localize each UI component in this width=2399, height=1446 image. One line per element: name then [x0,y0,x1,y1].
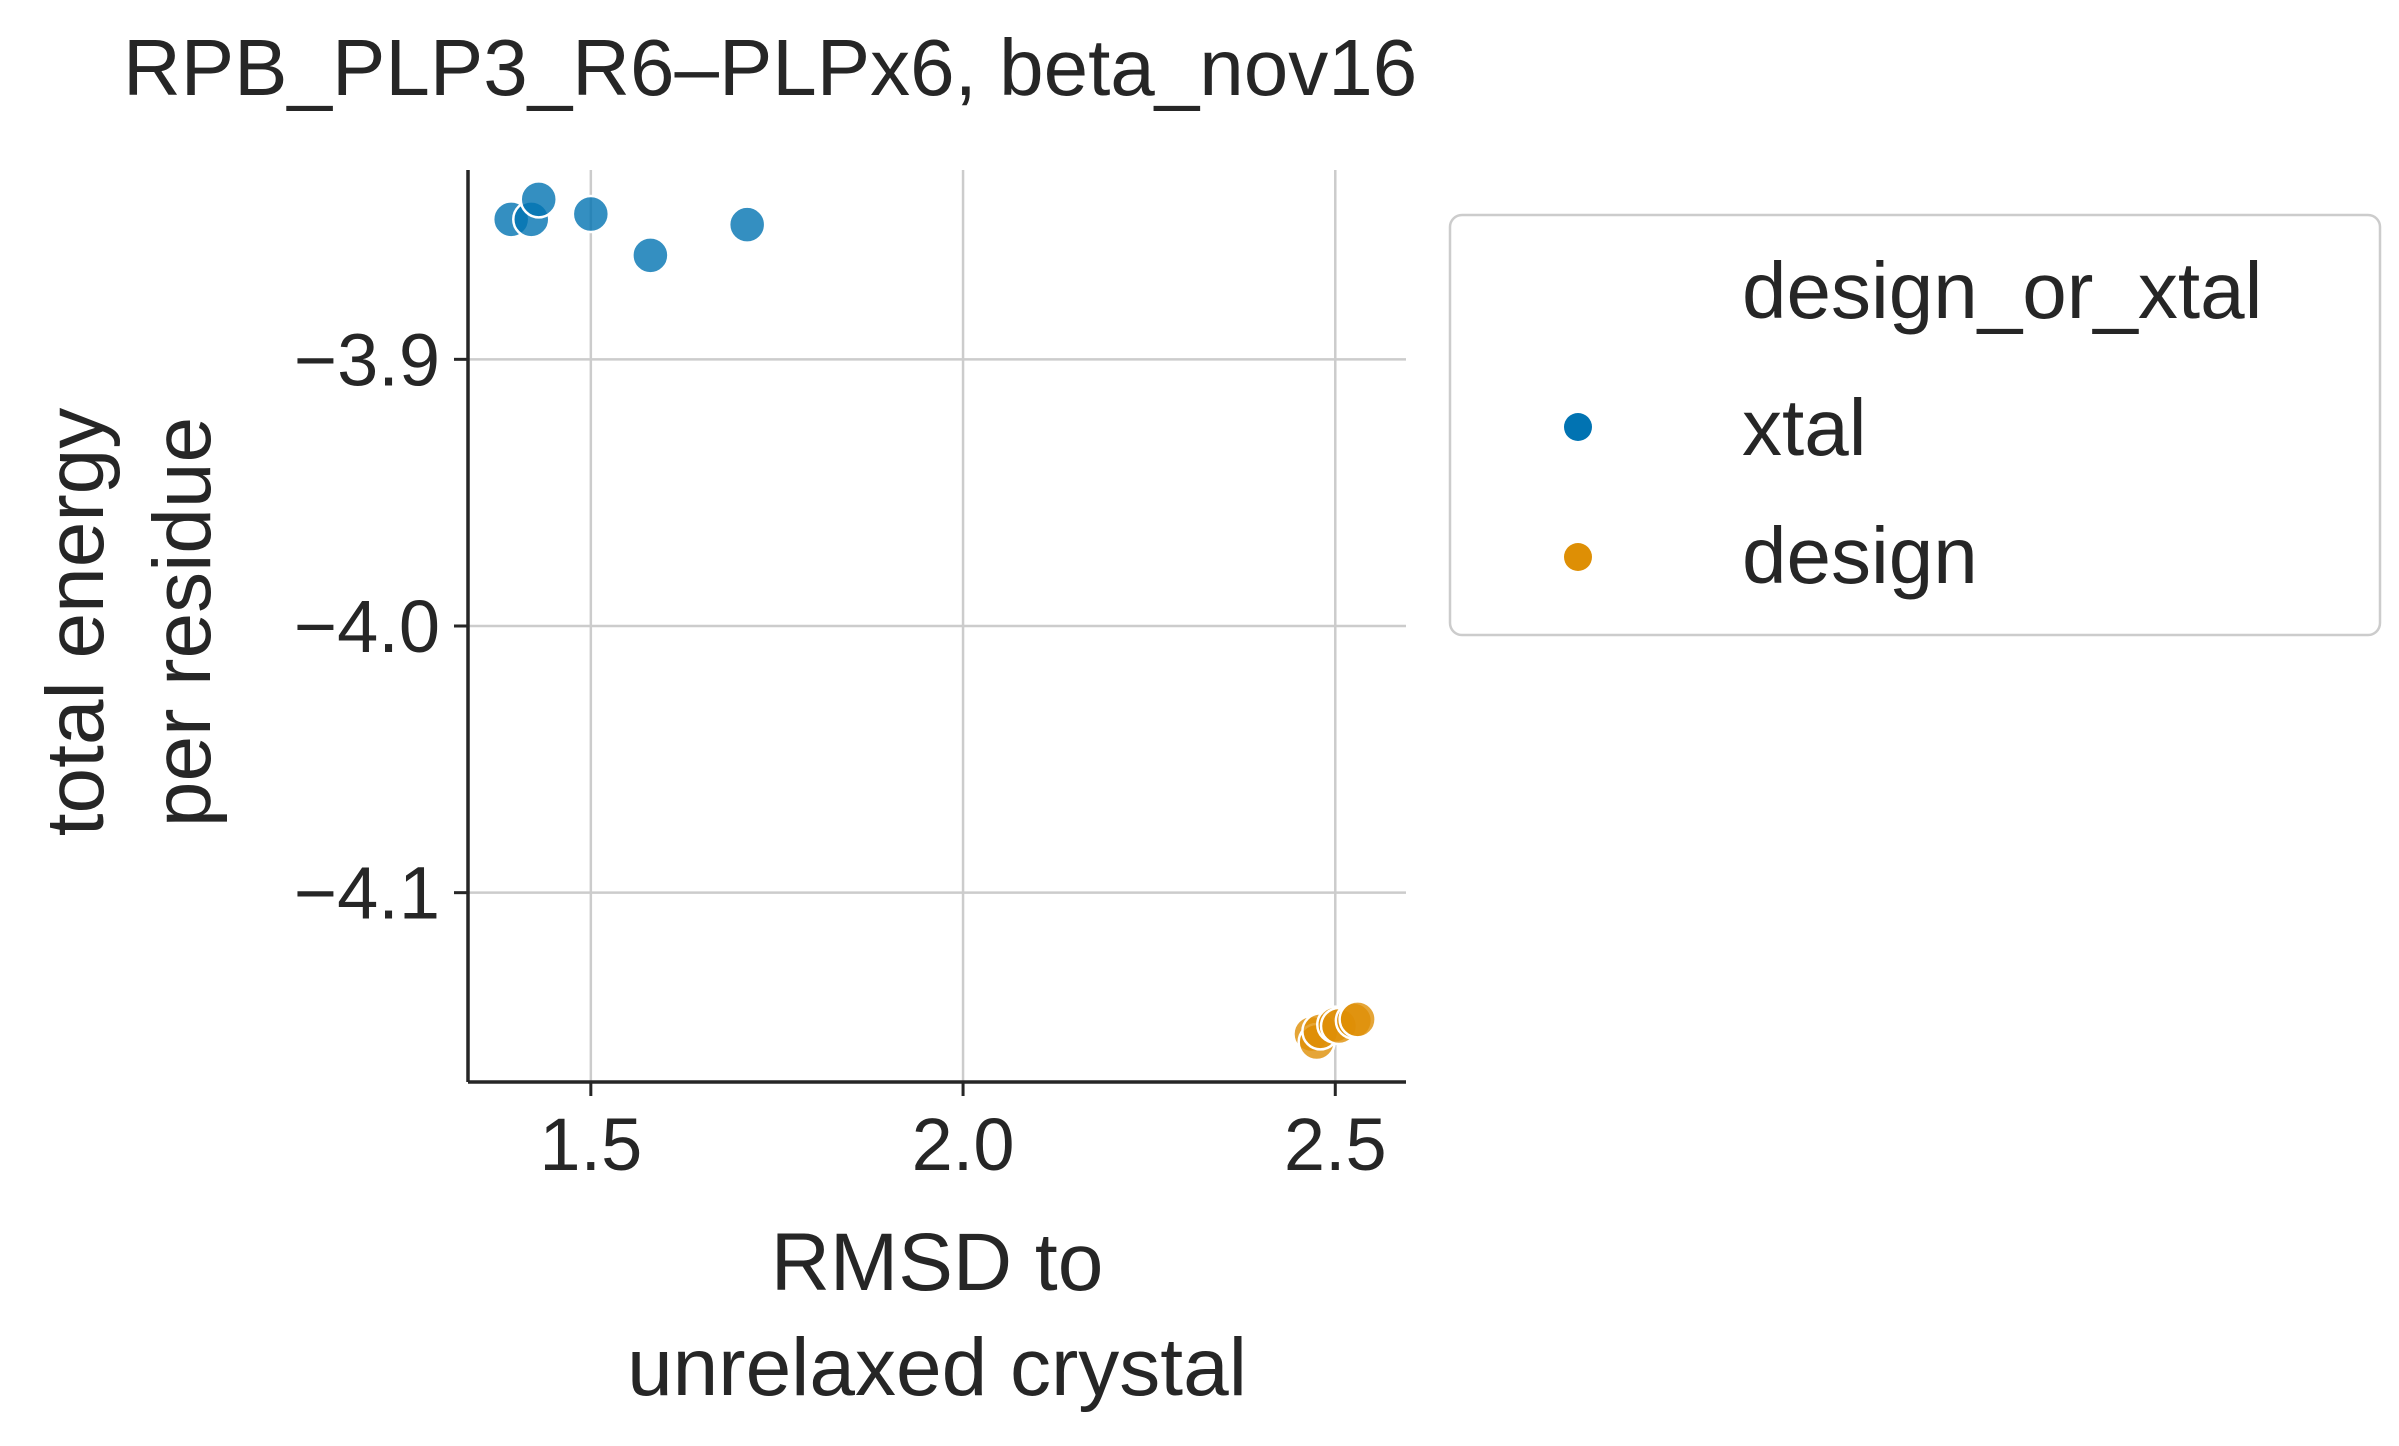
y-tick-label: −3.9 [294,318,440,401]
x-tick-label: 1.5 [539,1103,642,1186]
y-axis-label-line-2: per residue [137,417,228,827]
y-tick-label: −4.0 [294,585,440,668]
axis-ticks: 1.5 2.0 2.5 −3.9 −4.0 −4.1 [294,318,1387,1186]
legend-frame [1448,213,2382,637]
x-tick-label: 2.0 [912,1103,1015,1186]
legend-marker-xtal [1564,413,1592,441]
y-axis-label-line-1: total energy [30,408,121,837]
data-point-xtal [571,194,611,234]
legend: design_or_xtal xtal design [1448,213,2382,637]
data-points [491,180,1377,1062]
data-point-xtal [727,205,767,244]
legend-label-design: design [1742,511,1978,600]
legend-label-xtal: xtal [1742,383,1867,472]
x-axis-label-line-2: unrelaxed crystal [627,1322,1247,1413]
y-tick-label: −4.1 [294,852,440,935]
chart-title: RPB_PLP3_R6–PLPx6, beta_nov16 [123,23,1417,112]
data-point-xtal [519,180,558,219]
legend-marker-design [1564,543,1592,571]
legend-title: design_or_xtal [1742,246,2262,335]
data-point-design [1338,1000,1377,1039]
x-axis-label-line-1: RMSD to [771,1217,1104,1308]
x-tick-label: 2.5 [1284,1103,1387,1186]
grid-lines [468,170,1406,1082]
data-point-xtal [631,236,670,275]
